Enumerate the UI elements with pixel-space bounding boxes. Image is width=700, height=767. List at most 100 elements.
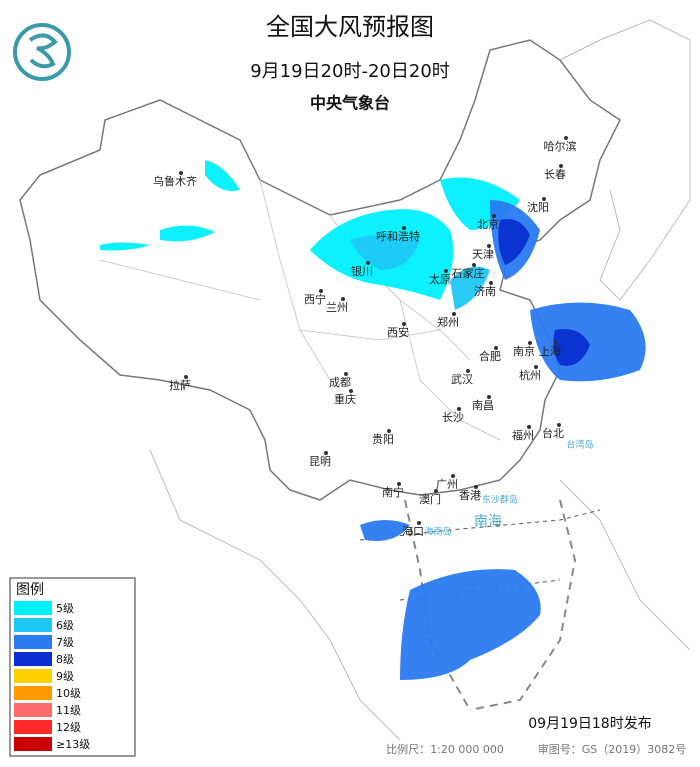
city-label: 台北 bbox=[542, 426, 564, 440]
legend-items: 5级 6级 7级 8级 9级 10级 11级 12级 ≥13级 bbox=[14, 601, 90, 751]
city-dot bbox=[324, 451, 328, 455]
legend-label: 8级 bbox=[56, 653, 74, 666]
published: 09月19日18时发布 bbox=[528, 716, 651, 732]
city-label: 武汉 bbox=[451, 373, 473, 386]
city-dot bbox=[179, 171, 183, 175]
title: 全国大风预报图 bbox=[266, 13, 434, 41]
city-label: 杭州 bbox=[519, 368, 541, 382]
city-label: 昆明 bbox=[309, 455, 331, 468]
legend-swatch bbox=[14, 686, 52, 700]
city-label: 银川 bbox=[351, 264, 373, 278]
city-label: 澳门 bbox=[419, 492, 441, 506]
city-label: 福州 bbox=[512, 428, 534, 442]
city-label: 呼和浩特 bbox=[376, 229, 420, 243]
city-dot bbox=[349, 389, 353, 393]
neighbour-border bbox=[559, 19, 691, 301]
city-dot bbox=[451, 474, 455, 478]
city-dot bbox=[444, 269, 448, 273]
city-dot bbox=[474, 485, 478, 489]
city-dot bbox=[487, 244, 491, 248]
city-dot bbox=[184, 375, 188, 379]
city-dot bbox=[319, 289, 323, 293]
city-dot bbox=[402, 226, 406, 230]
city-dot bbox=[452, 312, 456, 316]
logo-mark bbox=[28, 33, 58, 69]
city-dot bbox=[542, 197, 546, 201]
city-label: 沈阳 bbox=[527, 200, 549, 214]
city-dot bbox=[457, 407, 461, 411]
sea-label: 海南岛 bbox=[424, 526, 451, 538]
city-label: 南京 bbox=[513, 344, 535, 358]
city-dot bbox=[387, 429, 391, 433]
city-label: 上海 bbox=[539, 344, 561, 358]
approval: 审图号：GS（2019）3082号 bbox=[538, 742, 687, 756]
city-label: 长春 bbox=[544, 168, 566, 181]
legend-swatch bbox=[14, 635, 52, 649]
city-label: 济南 bbox=[474, 284, 496, 298]
legend-swatch bbox=[14, 737, 52, 751]
city-label: 南宁 bbox=[382, 485, 404, 499]
legend-title: 图例 bbox=[16, 582, 44, 598]
city-dot bbox=[344, 372, 348, 376]
city-label: 太原 bbox=[429, 273, 451, 286]
legend-label: 10级 bbox=[56, 687, 81, 700]
scale: 比例尺：1:20 000 000 bbox=[386, 742, 504, 756]
legend-swatch bbox=[14, 652, 52, 666]
legend-label: 7级 bbox=[56, 636, 74, 649]
city-label: 广州 bbox=[436, 478, 458, 491]
city-label: 海口 bbox=[402, 524, 424, 538]
city-label: 西安 bbox=[387, 325, 409, 339]
province-lines bbox=[99, 179, 501, 441]
city-label: 西宁 bbox=[304, 292, 326, 306]
city-label: 南昌 bbox=[472, 399, 494, 412]
city-dot bbox=[492, 214, 496, 218]
city-dot bbox=[397, 482, 401, 486]
sea-label: 南海 bbox=[474, 514, 502, 530]
legend-swatch bbox=[14, 669, 52, 683]
legend-label: 9级 bbox=[56, 670, 74, 683]
legend-label: 6级 bbox=[56, 619, 74, 632]
sea-label: 东沙群岛 bbox=[482, 494, 518, 506]
city-dot bbox=[366, 261, 370, 265]
issuer: 中央气象台 bbox=[310, 94, 390, 113]
nine-dash bbox=[404, 499, 577, 711]
city-dot bbox=[564, 136, 568, 140]
city-dot bbox=[341, 297, 345, 301]
neighbour-coast bbox=[149, 449, 691, 741]
city-label: 乌鲁木齐 bbox=[153, 174, 197, 188]
legend-swatch bbox=[14, 720, 52, 734]
legend-swatch bbox=[14, 618, 52, 632]
wind-area bbox=[160, 225, 215, 242]
city-label: 重庆 bbox=[334, 392, 356, 406]
city-label: 拉萨 bbox=[169, 378, 191, 392]
subtitle: 9月19日20时-20日20时 bbox=[250, 61, 450, 82]
city-label: 贵阳 bbox=[372, 433, 394, 446]
city-label: 香港 bbox=[459, 489, 481, 502]
wind-area bbox=[360, 520, 410, 541]
wind-area bbox=[100, 242, 150, 251]
wind-area bbox=[553, 329, 590, 366]
wind-area bbox=[205, 160, 240, 191]
city-dot bbox=[487, 395, 491, 399]
city-dot bbox=[402, 322, 406, 326]
city-dot bbox=[489, 281, 493, 285]
city-label: 石家庄 bbox=[452, 266, 485, 280]
legend-label: 5级 bbox=[56, 602, 74, 615]
city-label: 长沙 bbox=[442, 411, 464, 424]
city-label: 兰州 bbox=[326, 301, 348, 314]
city-label: 合肥 bbox=[479, 349, 501, 363]
legend-label: ≥13级 bbox=[56, 738, 90, 751]
logo bbox=[13, 23, 71, 81]
legend-label: 12级 bbox=[56, 721, 81, 734]
legend-swatch bbox=[14, 703, 52, 717]
sea-label: 台湾岛 bbox=[566, 439, 593, 451]
city-label: 北京 bbox=[477, 217, 499, 231]
city-dot bbox=[417, 521, 421, 525]
city-dot bbox=[559, 164, 563, 168]
city-dot bbox=[527, 425, 531, 429]
city-dot bbox=[434, 489, 438, 493]
wind-area bbox=[498, 219, 530, 265]
city-label: 郑州 bbox=[437, 315, 459, 329]
